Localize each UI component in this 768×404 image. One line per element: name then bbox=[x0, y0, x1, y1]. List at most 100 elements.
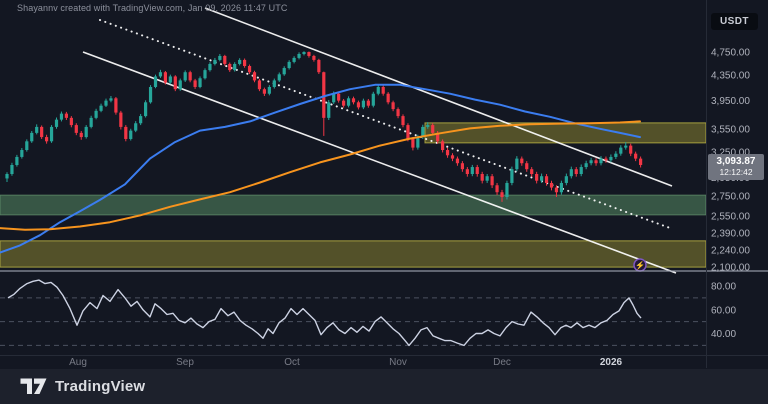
candle-body bbox=[584, 163, 588, 168]
candle-body bbox=[233, 63, 237, 71]
candle-body bbox=[109, 98, 113, 101]
candle-body bbox=[312, 55, 316, 60]
candle-body bbox=[49, 126, 54, 142]
candle-body bbox=[252, 72, 257, 81]
candle-body bbox=[74, 125, 78, 133]
candle-body bbox=[168, 76, 172, 83]
candle-body bbox=[460, 163, 464, 170]
candle-body bbox=[520, 158, 524, 164]
candle-body bbox=[208, 63, 212, 71]
candle-body bbox=[104, 100, 108, 106]
channel-mid-dotted-line bbox=[99, 19, 671, 229]
candle-body bbox=[505, 182, 509, 198]
candle-body bbox=[629, 145, 633, 154]
candle-body bbox=[247, 65, 252, 73]
candle-body bbox=[540, 176, 544, 181]
candle-body bbox=[381, 86, 385, 94]
price-axis-label: 2,550.00 bbox=[711, 211, 750, 222]
candle-body bbox=[223, 55, 227, 64]
candle-body bbox=[134, 123, 138, 131]
candle-body bbox=[614, 153, 618, 157]
time-axis-label: Dec bbox=[493, 357, 511, 368]
candle-body bbox=[79, 132, 83, 138]
symbol-badge: USDT bbox=[711, 13, 758, 30]
candle-body bbox=[599, 158, 603, 164]
footer-bar: TradingView bbox=[0, 369, 768, 404]
candle-body bbox=[272, 80, 276, 87]
candle-body bbox=[307, 52, 311, 56]
price-axis-label: 3,250.00 bbox=[711, 148, 750, 159]
candle-body bbox=[386, 93, 390, 103]
candle-body bbox=[342, 100, 346, 106]
candle-body bbox=[327, 102, 331, 118]
candle-body bbox=[366, 100, 370, 106]
candle-body bbox=[535, 174, 539, 181]
candle-body bbox=[594, 160, 598, 164]
candle-body bbox=[124, 126, 128, 139]
candle-body bbox=[356, 102, 361, 108]
price-axis-label: 3,950.00 bbox=[711, 96, 750, 107]
candle-body bbox=[317, 59, 321, 73]
rsi-axis-label: 40.00 bbox=[711, 329, 736, 340]
ma-fast-blue bbox=[0, 83, 641, 254]
candle-body bbox=[559, 182, 563, 193]
channel-top-line bbox=[204, 7, 673, 187]
candle-body bbox=[406, 125, 410, 139]
candle-body bbox=[243, 59, 247, 66]
tradingview-logo-text: TradingView bbox=[55, 378, 146, 395]
candle-body bbox=[40, 126, 44, 138]
candle-body bbox=[485, 176, 489, 181]
candle-body bbox=[173, 76, 177, 90]
candle-body bbox=[45, 137, 49, 142]
candle-body bbox=[490, 176, 494, 186]
candle-body bbox=[35, 126, 39, 133]
demand-zone-green bbox=[0, 194, 707, 216]
candle-body bbox=[416, 137, 420, 148]
candle-body bbox=[495, 185, 499, 193]
candle-body bbox=[376, 86, 380, 94]
candle-body bbox=[292, 57, 296, 62]
candle-body bbox=[297, 53, 301, 58]
candle-body bbox=[139, 116, 143, 124]
candle-body bbox=[450, 155, 455, 159]
candle-body bbox=[609, 156, 613, 161]
candle-body bbox=[277, 74, 281, 81]
candle-body bbox=[396, 109, 400, 117]
candle-body bbox=[634, 153, 638, 159]
candle-body bbox=[287, 61, 291, 69]
candle-body bbox=[480, 174, 484, 181]
candle-body bbox=[282, 68, 286, 75]
candle-body bbox=[361, 100, 365, 108]
last-price-badge: 3,093.87 12:12:42 bbox=[708, 154, 764, 180]
time-axis-label: Sep bbox=[176, 357, 194, 368]
candle-body bbox=[589, 160, 593, 164]
candle-body bbox=[500, 192, 504, 198]
price-axis-label: 2,240.00 bbox=[711, 246, 750, 257]
candle-body bbox=[20, 150, 24, 157]
supply-zone bbox=[424, 122, 707, 144]
candle-body bbox=[337, 93, 341, 101]
candle-body bbox=[431, 125, 435, 133]
candle-body bbox=[371, 93, 375, 106]
candle-body bbox=[391, 102, 395, 110]
candle-body bbox=[604, 158, 608, 161]
price-axis-label: 2,390.00 bbox=[711, 229, 750, 240]
candle-body bbox=[148, 86, 153, 103]
candle-body bbox=[624, 145, 628, 148]
candle-body bbox=[426, 125, 430, 127]
candle-body bbox=[153, 76, 158, 87]
candle-body bbox=[25, 141, 29, 151]
candle-body bbox=[15, 156, 19, 165]
candle-body bbox=[302, 52, 306, 54]
price-axis-label: 4,350.00 bbox=[711, 71, 750, 82]
candle-body bbox=[564, 176, 568, 183]
candle-body bbox=[193, 80, 197, 87]
tradingview-logo[interactable]: TradingView bbox=[20, 377, 145, 396]
candle-body bbox=[515, 158, 519, 170]
candle-body bbox=[569, 169, 573, 177]
lightning-icon: ⚡ bbox=[635, 260, 645, 270]
price-axis-label: 2,100.00 bbox=[711, 263, 750, 274]
candle-body bbox=[351, 98, 356, 103]
candle-body bbox=[411, 138, 415, 148]
